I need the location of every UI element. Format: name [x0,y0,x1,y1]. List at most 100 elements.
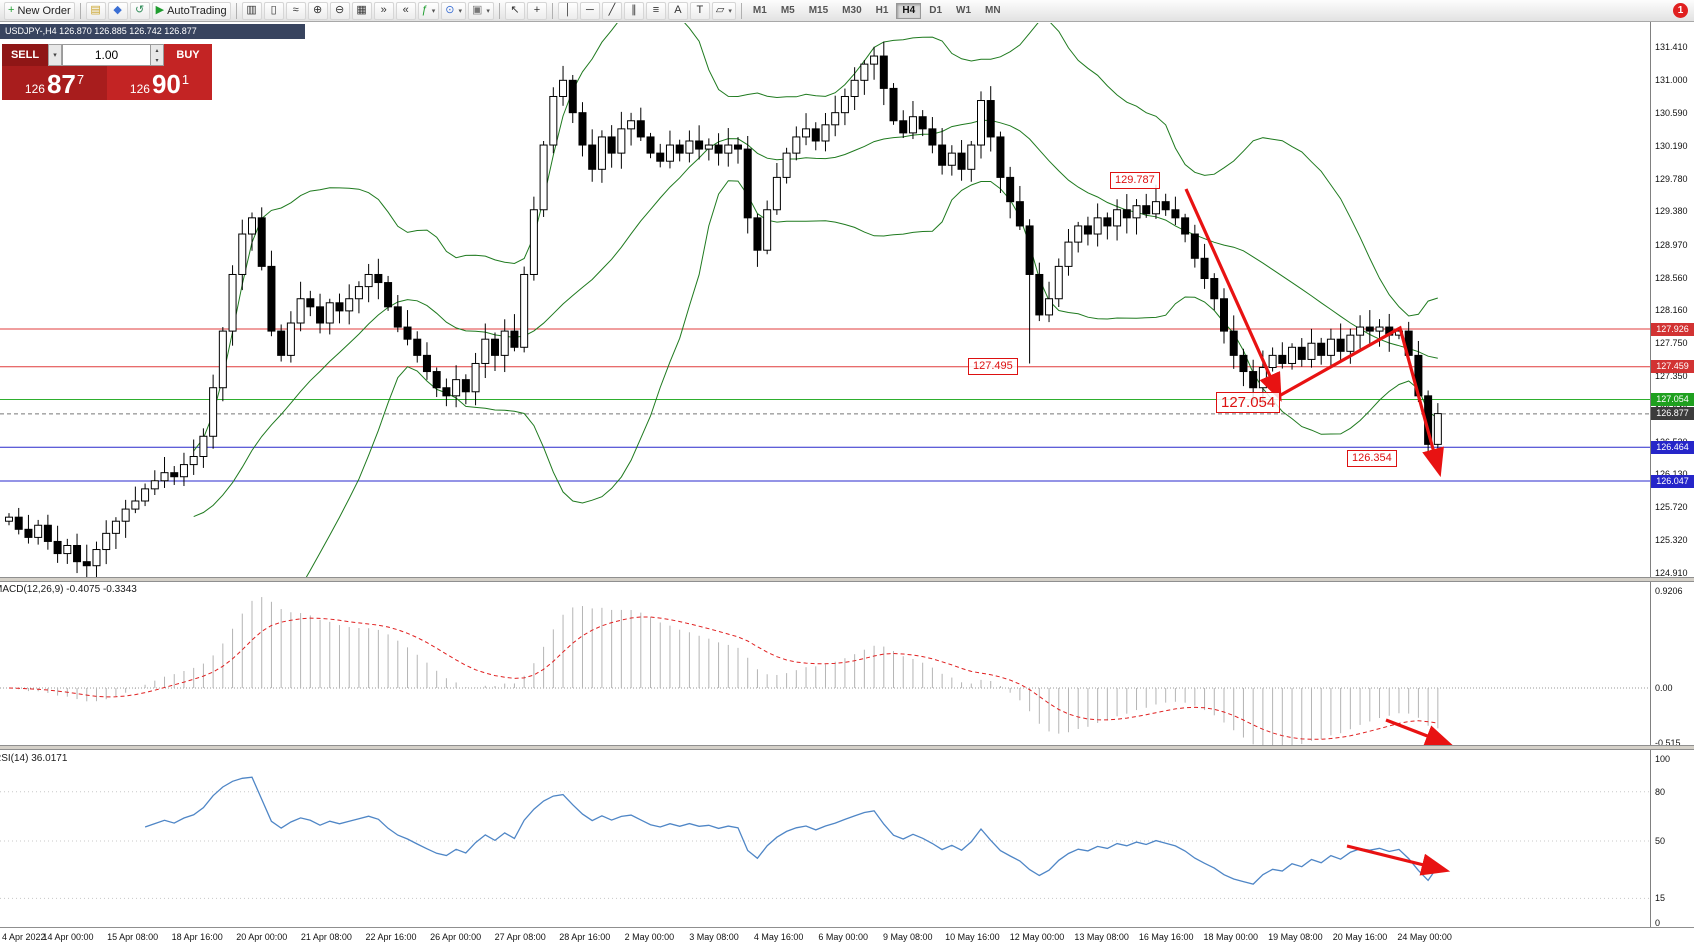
price-tick-label: 131.000 [1655,75,1688,86]
shapes-icon: ▱ [715,4,725,16]
price-annotation[interactable]: 126.354 [1347,450,1397,467]
time-axis-label: 27 Apr 08:00 [494,932,546,942]
market-watch-icon: ◆ [113,4,122,16]
rsi-label: RSI(14) 36.0171 [0,753,68,764]
price-tick-label: 131.410 [1655,42,1688,53]
rsi-tick-label: 80 [1655,786,1666,797]
price-axis-border [1650,22,1651,927]
line-chart-icon: ≈ [292,4,299,16]
periods-button[interactable]: ⊙ ▾ [441,1,466,20]
sell-button[interactable]: SELL [2,44,48,66]
zoom-out-icon: ⊖ [335,4,345,16]
price-tag: 126.464 [1651,440,1694,454]
toolbar-separator [79,2,81,19]
timeframe-mn[interactable]: MN [985,5,1001,16]
price-tag: 126.047 [1651,474,1694,488]
price-annotation[interactable]: 127.054 [1216,392,1281,413]
trendline-button[interactable]: ╱ [601,1,622,20]
time-axis-label: 21 Apr 08:00 [300,932,352,942]
horizontal-line-button[interactable]: ─ [579,1,600,20]
volume-input[interactable]: 1.00 [62,44,151,66]
price-tick-label: 126.130 [1655,469,1688,479]
macd-rsi-splitter[interactable] [0,745,1694,750]
templates-button[interactable]: ▣ ▾ [468,1,494,20]
candlestick-chart-button[interactable]: ▯ [263,1,284,20]
timeframe-m1[interactable]: M1 [752,5,767,16]
price-axis[interactable]: 131.410 131.000 130.590 130.190 129.780 129.3… [1650,0,1694,928]
equidistant-channel-button[interactable]: ∥ [623,1,644,20]
macd-tick-label: 0.9206 [1655,585,1683,596]
notifications-badge[interactable]: 1 [1673,3,1688,18]
rsi-tick-label: 100 [1655,754,1671,764]
market-watch-button[interactable]: ◆ [107,1,128,20]
bar-chart-button[interactable]: ▥ [241,1,262,20]
price-annotation[interactable]: 129.787 [1110,172,1160,189]
time-axis-label: 10 May 16:00 [945,932,1000,942]
rsi-tick-label: 50 [1655,836,1666,846]
auto-scroll-button[interactable]: » [373,1,394,20]
new-order-icon: + [8,4,15,16]
toolbar-button-label: AutoTrading [167,4,227,17]
buy-button[interactable]: BUY [164,44,212,66]
buy-price-button[interactable]: 126 90 1 [107,66,212,100]
macd-tick-label: 0.00 [1655,683,1673,693]
chart-shift-button[interactable]: « [395,1,416,20]
cursor-button[interactable]: ↖ [504,1,525,20]
vertical-line-button[interactable]: │ [557,1,578,20]
toolbar-separator [740,2,742,19]
toolbar: + New Order ▤ ◆ ↺ ▶ AutoTrading ▥ ▯ ≈ ⊕ ⊖ ▦» «ƒ ▾ ⊙ ▾ ▣ ▾ ↖… [0,0,1694,22]
price-tick-label: 128.560 [1655,272,1688,283]
metaeditor-icon: ▤ [90,4,101,16]
tile-windows-icon: ▦ [356,4,367,16]
order-type-caret[interactable]: ▾ [48,44,62,66]
chart-macd-splitter[interactable] [0,577,1694,582]
one-click-trading-panel: SELL ▾ 1.00 ▴ ▾ BUY 126 87 7 126 90 1 [2,44,212,100]
timeframe-h1[interactable]: H1 [875,5,889,16]
refresh-icon: ↺ [135,4,145,16]
rsi-tick-label: 15 [1655,893,1666,904]
text-label-button[interactable]: T [689,1,710,20]
new-order-button[interactable]: + New Order [4,1,75,20]
time-axis-label: 4 May 16:00 [753,932,804,942]
price-tag: 127.054 [1651,393,1694,407]
auto-scroll-icon: » [380,4,387,16]
time-axis-label: 13 May 08:00 [1074,932,1129,942]
tile-windows-button[interactable]: ▦ [351,1,372,20]
autotrading-button[interactable]: ▶ AutoTrading [151,1,231,20]
time-axis-label: 26 Apr 00:00 [430,932,482,942]
timeframe-m5[interactable]: M5 [780,5,795,16]
time-axis-label: 19 May 08:00 [1268,932,1323,942]
sell-price-button[interactable]: 126 87 7 [2,66,107,100]
indicators-button[interactable]: ƒ ▾ [417,1,440,20]
timeframe-m15[interactable]: M15 [808,5,829,16]
price-tick-label: 125.720 [1655,502,1688,513]
refresh-button[interactable]: ↺ [129,1,150,20]
timeframe-w1[interactable]: W1 [956,5,972,16]
zoom-out-button[interactable]: ⊖ [329,1,350,20]
zoom-in-button[interactable]: ⊕ [307,1,328,20]
rsi-tick-label: 0 [1655,918,1661,928]
shapes-button[interactable]: ▱ ▾ [711,1,736,20]
toolbar-separator [551,2,553,19]
timeframe-h4[interactable]: H4 [896,2,922,19]
macd-label: MACD(12,26,9) -0.4075 -0.3343 [0,584,137,595]
timeframe-m30[interactable]: M30 [842,5,862,16]
templates-icon: ▣ [472,4,483,16]
fibonacci-button[interactable]: ≡ [645,1,666,20]
dropdown-caret-icon: ▾ [486,7,490,15]
cursor-icon: ↖ [510,4,520,16]
metaeditor-button[interactable]: ▤ [85,1,106,20]
crosshair-button[interactable]: + [526,1,547,20]
spinner-down-icon[interactable]: ▾ [151,55,163,65]
price-tick-label: 129.380 [1655,206,1688,217]
spinner-up-icon[interactable]: ▴ [151,45,163,55]
text-button[interactable]: A [667,1,688,20]
periods-icon: ⊙ [445,4,455,16]
candlestick-chart-icon: ▯ [270,4,277,16]
time-axis-label: 28 Apr 16:00 [559,932,611,942]
timeframe-d1[interactable]: D1 [929,5,943,16]
price-annotation[interactable]: 127.495 [968,358,1018,375]
time-axis[interactable]: 4 Apr 2022 14 Apr 00:00 15 Apr 08:00 18 Apr… [0,928,1694,947]
line-chart-button[interactable]: ≈ [285,1,306,20]
